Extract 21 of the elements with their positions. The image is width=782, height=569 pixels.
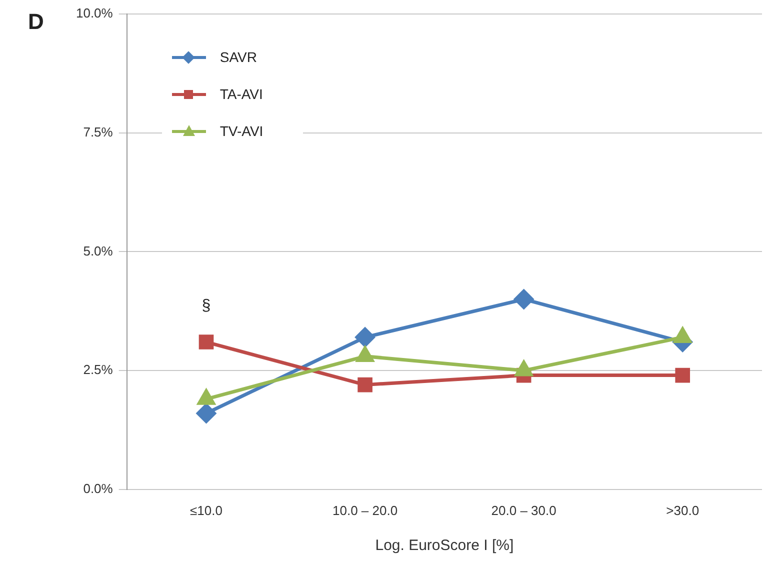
annotation: §: [202, 297, 211, 314]
text: D: [28, 9, 44, 34]
y-tick-label: 0.0%: [83, 480, 114, 496]
y-tick-label: 10.0%: [76, 6, 114, 21]
point: [514, 289, 534, 309]
legend-label: TV-AVI: [220, 122, 264, 138]
x-tick-label: ≤10.0: [190, 502, 222, 518]
x-tick-label: 10.0 – 20.0: [332, 502, 398, 518]
point: [198, 334, 214, 350]
y-tick-label: 2.5%: [83, 362, 114, 378]
point: [196, 404, 216, 424]
x-axis-title: Log. EuroScore I [%]: [375, 537, 514, 554]
point: [675, 368, 690, 383]
point: [355, 328, 375, 348]
y-tick-label: 7.5%: [83, 124, 114, 140]
point: [358, 377, 372, 392]
y-tick-label: 5.0%: [83, 243, 114, 258]
legend-label: TA-AVI: [220, 86, 263, 102]
x-tick-label: 20.0 – 30.0: [491, 502, 556, 518]
legend-label: SAVR: [220, 48, 257, 64]
x-tick-label: >30.0: [666, 502, 700, 518]
